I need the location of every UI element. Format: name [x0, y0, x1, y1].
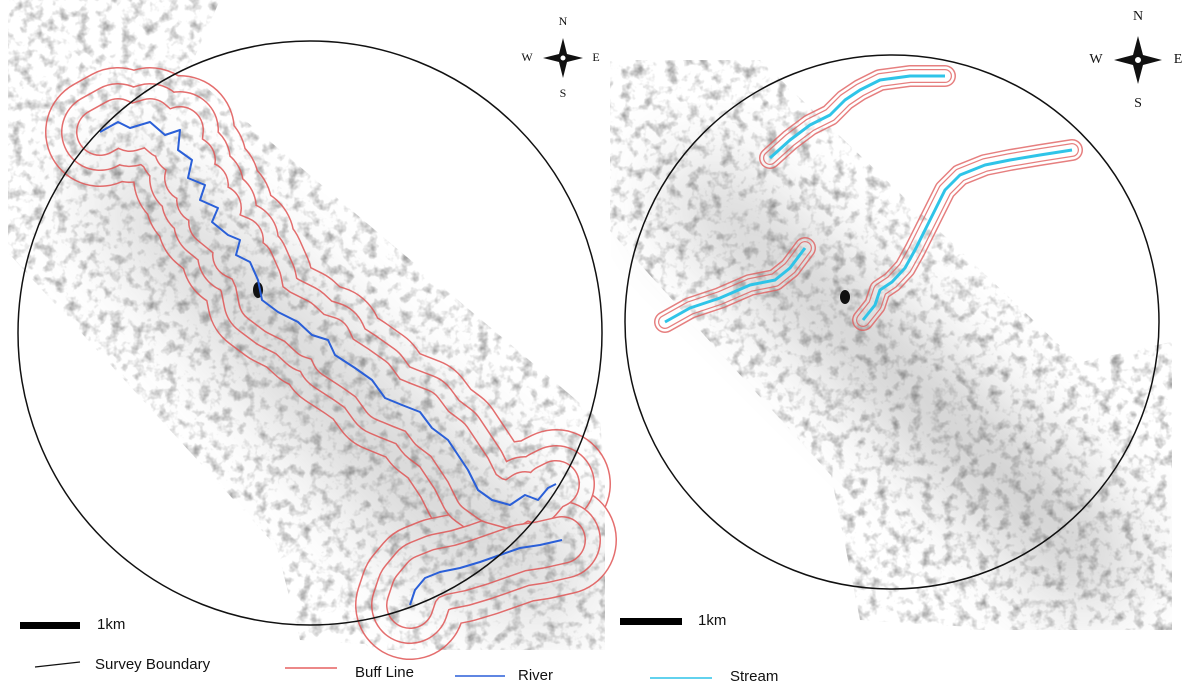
compass-s: S: [1134, 96, 1142, 111]
compass-n: N: [559, 14, 568, 28]
compass: N W E S: [1089, 9, 1182, 111]
compass-e: E: [592, 50, 599, 64]
legend: Survey Boundary Buff Line River Stream: [34, 656, 778, 685]
legend-label: River: [518, 667, 553, 684]
survey-boundary: [624, 54, 1160, 590]
scale-label: 1km: [698, 612, 726, 629]
compass-w: W: [521, 50, 533, 64]
compass-n: N: [1133, 9, 1143, 24]
legend-swatch: [34, 661, 81, 668]
scale-label: 1km: [97, 616, 125, 633]
survey-boundary: [17, 40, 603, 626]
compass-s: S: [560, 86, 567, 100]
scale-bar: [20, 622, 80, 629]
legend-label: Buff Line: [355, 664, 414, 681]
compass: N W E S: [521, 14, 599, 100]
legend-label: Survey Boundary: [95, 656, 211, 673]
scale-bar: [620, 618, 682, 625]
legend-label: Stream: [730, 668, 778, 685]
compass-e: E: [1174, 52, 1183, 67]
compass-w: W: [1089, 52, 1103, 67]
